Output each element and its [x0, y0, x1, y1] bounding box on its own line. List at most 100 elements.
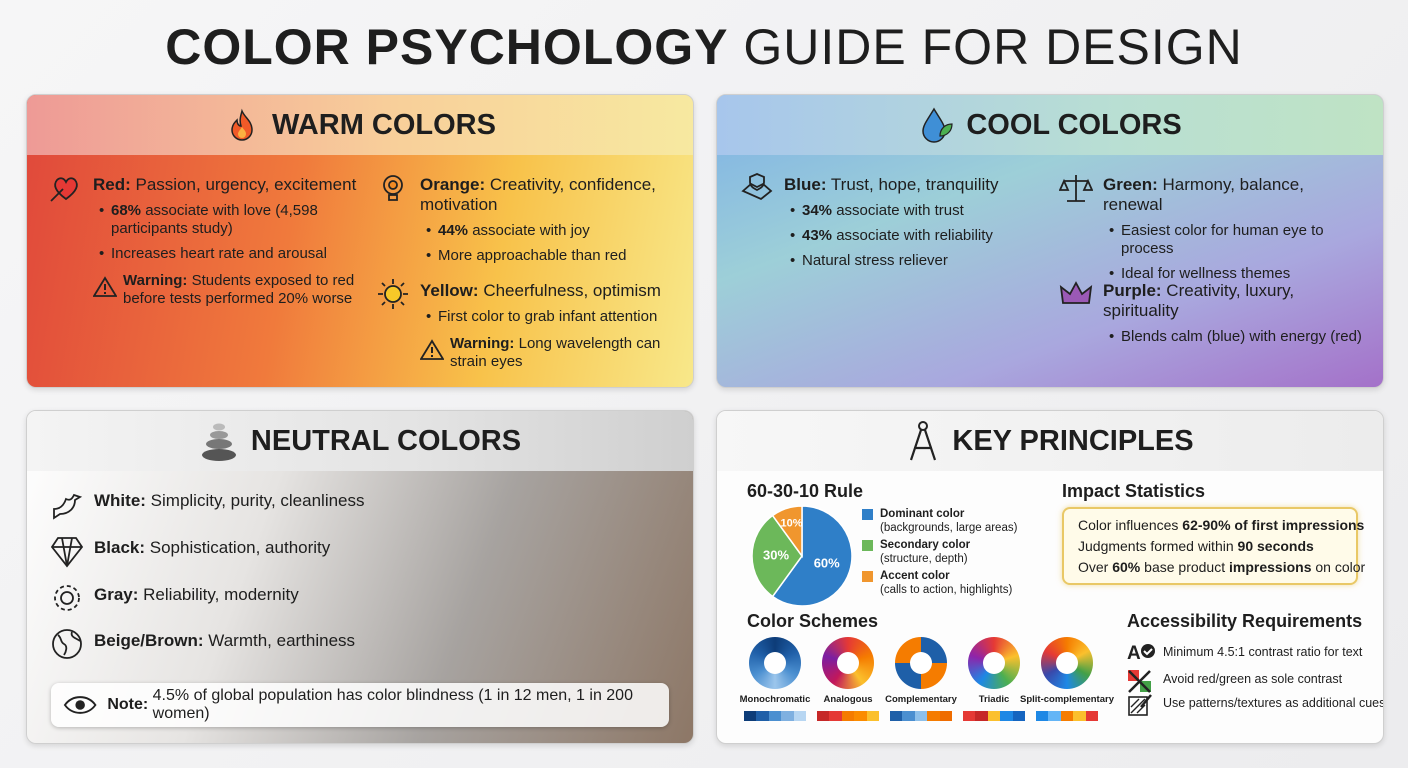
item-name: Green: — [1103, 175, 1158, 194]
item-name: Orange: — [420, 175, 486, 194]
impact-text: on color — [1311, 559, 1366, 575]
swatch — [987, 711, 1001, 721]
bullet: 43% associate with reliability — [790, 227, 1064, 245]
swatch — [1000, 711, 1013, 721]
accessibility-text: Use patterns/textures as additional cues — [1163, 696, 1384, 710]
bullet-text: associate with reliability — [836, 227, 993, 244]
eye-icon — [63, 696, 97, 714]
panel-heading: COOL COLORS — [966, 108, 1182, 141]
scheme-swatches — [1036, 711, 1099, 721]
accessibility-title: Accessibility Requirements — [1127, 611, 1363, 631]
accessibility-icon — [1127, 693, 1153, 721]
warning: Warning: Students exposed to red before … — [92, 272, 373, 308]
color-item: Yellow: Cheerfulness, optimism First colo… — [419, 281, 680, 371]
color-item: Green: Harmony, balance, renewal Easiest … — [1103, 175, 1363, 283]
legend-desc: (calls to action, highlights) — [880, 584, 1013, 596]
icon — [1059, 277, 1093, 316]
impact-box: Color influences 62-90% of first impress… — [1062, 507, 1365, 585]
title-rest: GUIDE FOR DESIGN — [743, 19, 1243, 75]
item-name: Beige/Brown: — [94, 631, 204, 650]
bullet-text: Natural stress reliever — [802, 252, 948, 269]
note-label: Note: — [107, 696, 149, 713]
impact-text: Color influences — [1078, 517, 1183, 533]
item-desc: Passion, urgency, excitement — [135, 175, 357, 194]
accessibility-item: Avoid red/green as sole contrast — [1127, 670, 1383, 693]
color-item: Black: Sophistication, authority — [94, 538, 654, 558]
swatch — [781, 711, 794, 721]
scheme-wheel — [822, 637, 874, 689]
color-item: Orange: Creativity, confidence, motivati… — [420, 175, 670, 265]
warm-header: WARM COLORS — [27, 95, 693, 155]
swatch — [768, 711, 782, 721]
bullet-stat: 68% — [111, 202, 142, 219]
impact-line: Color influences 62-90% of first impress… — [1078, 515, 1364, 536]
item-desc: Warmth, earthiness — [208, 631, 356, 650]
color-item: Red: Passion, urgency, excitement 68% ass… — [92, 175, 373, 308]
item-name: Blue: — [784, 175, 827, 194]
bullet-text: Ideal for wellness themes — [1121, 265, 1291, 282]
key-panel: KEY PRINCIPLES 60-30-10 Rule 60% 30% 10% I… — [716, 410, 1384, 744]
scheme-swatches — [817, 711, 880, 721]
item-desc: Harmony, balance, renewal — [1103, 175, 1304, 214]
icon — [50, 627, 84, 666]
bullet-stat: 44% — [438, 222, 469, 239]
swatch — [890, 711, 903, 721]
item-title: Gray: Reliability, modernity — [94, 585, 654, 605]
item-title: Black: Sophistication, authority — [94, 538, 654, 558]
color-item: Purple: Creativity, luxury, spirituality… — [1103, 281, 1373, 346]
item-name: Red: — [93, 175, 131, 194]
swatch — [1073, 711, 1086, 721]
warning-label: Warning: — [123, 272, 188, 289]
slice-label: 60% — [814, 555, 840, 570]
impact-line: Over 60% base product impressions on col… — [1078, 557, 1365, 578]
bullet-text: Blends calm (blue) with energy (red) — [1121, 328, 1362, 345]
accessibility-item: Use patterns/textures as additional cues — [1127, 694, 1384, 716]
note-box: Note: 4.5% of global population has colo… — [51, 683, 669, 727]
impact-text: 62-90% of first impressions — [1182, 517, 1365, 533]
bullet: 44% associate with joy — [426, 222, 670, 240]
swatch — [854, 711, 867, 721]
swatch — [744, 711, 757, 721]
bullet: Natural stress reliever — [790, 252, 1064, 270]
icon-graphic — [1059, 281, 1093, 304]
swatch — [793, 711, 807, 721]
bullet: 68% associate with love (4,598 participa… — [99, 202, 373, 238]
icon — [376, 277, 410, 316]
impact-text: 60% — [1112, 559, 1141, 575]
accessibility-text: Avoid red/green as sole contrast — [1163, 672, 1343, 686]
panel-heading: WARM COLORS — [272, 108, 496, 141]
scheme-label: Split-complementary — [1020, 694, 1114, 705]
color-item: Blue: Trust, hope, tranquility 34% associ… — [784, 175, 1064, 270]
swatch — [902, 711, 915, 721]
bullet-text: Increases heart rate and arousal — [111, 245, 327, 262]
icon-graphic — [54, 585, 80, 611]
item-desc: Simplicity, purity, cleanliness — [150, 491, 365, 510]
legend-name: Secondary color — [880, 539, 971, 551]
swatch — [927, 711, 940, 721]
bullet: Increases heart rate and arousal — [99, 245, 373, 263]
swatch — [841, 711, 855, 721]
bullet: More approachable than red — [426, 247, 670, 265]
bullet-text: More approachable than red — [438, 247, 627, 264]
bullet-text: Easiest color for human eye to process — [1121, 222, 1324, 257]
fire-icon — [231, 108, 253, 141]
pie-slice — [771, 505, 853, 607]
scheme-label: Triadic — [978, 694, 1010, 705]
item-name: Black: — [94, 538, 146, 557]
scheme-swatches — [963, 711, 1026, 721]
legend-entry: Dominant color (backgrounds, large areas) — [862, 507, 1017, 535]
item-title: Orange: Creativity, confidence, motivati… — [420, 175, 670, 215]
scheme-swatches — [744, 711, 807, 721]
bullet: 34% associate with trust — [790, 202, 1064, 220]
item-name: Gray: — [94, 585, 139, 604]
chart-title: 60-30-10 Rule — [747, 481, 864, 501]
pie-chart: 60% 30% 10% — [751, 505, 853, 607]
impact-text: 90 seconds — [1237, 538, 1314, 554]
page-title: COLOR PSYCHOLOGY GUIDE FOR DESIGN — [0, 18, 1408, 76]
item-title: Red: Passion, urgency, excitement — [93, 175, 373, 195]
icon-graphic — [52, 629, 82, 659]
swatch — [975, 711, 988, 721]
bullet: Easiest color for human eye to process — [1109, 222, 1363, 258]
warning-icon — [92, 276, 118, 303]
item-desc: Reliability, modernity — [143, 585, 299, 604]
